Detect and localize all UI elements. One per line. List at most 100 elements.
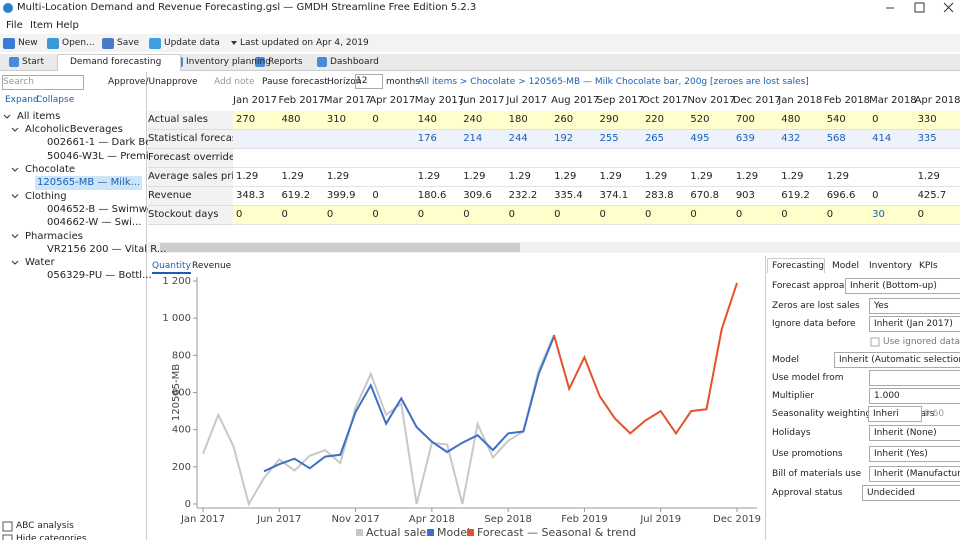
table-cell — [233, 130, 280, 149]
tree-option[interactable]: ABC analysis — [16, 521, 74, 531]
tab[interactable]: Start — [22, 57, 44, 67]
maximize[interactable] — [914, 2, 925, 13]
collapse-link[interactable]: Collapse — [36, 95, 75, 105]
add-note[interactable]: Add note — [214, 77, 255, 87]
tree-item[interactable]: 004662-W — Swi... — [47, 217, 142, 228]
series-line — [552, 282, 738, 436]
horizon-unit: months — [386, 77, 420, 87]
tree-item[interactable]: 056329-PU — Bottl... — [47, 270, 152, 281]
table-cell[interactable] — [369, 149, 416, 168]
tree-item[interactable]: VR2156 200 — Vital R... — [47, 243, 167, 255]
table-cell: 903 — [732, 187, 780, 206]
expand-link[interactable]: Expand — [5, 95, 39, 105]
tab[interactable]: Reports — [268, 57, 303, 67]
toolbar-button[interactable]: Update data — [164, 38, 220, 48]
tree-group[interactable]: Pharmacies — [25, 230, 83, 242]
field-input[interactable]: Inheri — [868, 406, 922, 422]
table-cell[interactable] — [914, 149, 960, 168]
table-cell[interactable] — [414, 149, 462, 168]
table-cell[interactable] — [732, 149, 780, 168]
search-box[interactable]: Search — [2, 75, 84, 90]
table-cell[interactable] — [505, 149, 553, 168]
table-cell[interactable] — [869, 149, 916, 168]
table-cell: 0 — [641, 206, 689, 225]
menu-item[interactable]: Help — [56, 20, 79, 31]
toolbar-button[interactable]: Open... — [62, 38, 95, 48]
menu-item[interactable]: File — [6, 20, 23, 31]
field-input[interactable]: Inherit (Yes) — [869, 446, 960, 462]
tree-item[interactable]: 002661-1 — Dark Bee... — [47, 137, 168, 148]
table-cell[interactable] — [278, 149, 325, 168]
horizon-label: Horizon — [327, 77, 362, 87]
horizon-input[interactable]: 12 — [355, 74, 383, 89]
field-input[interactable]: Inherit (Automatic selection) — [834, 352, 960, 368]
menu-item[interactable]: Item — [30, 20, 53, 31]
dropdown-arrow — [231, 41, 237, 45]
tree-item[interactable]: 004652-B — Swimwe... — [47, 203, 163, 215]
field-input[interactable] — [869, 370, 960, 386]
column-header: Sep 2017 — [596, 95, 644, 106]
tab[interactable]: Dashboard — [330, 57, 379, 67]
table-cell: 0 — [596, 206, 643, 225]
tree-item[interactable]: 50046-W3L — Premiu... — [47, 150, 165, 162]
chart-tab[interactable]: Quantity — [152, 261, 191, 274]
side-tab[interactable]: Model — [832, 261, 860, 271]
row-header: Forecast overrides — [148, 149, 240, 168]
table-cell — [323, 130, 371, 149]
field-input[interactable]: Yes — [869, 298, 960, 314]
column-header: Aug 2017 — [551, 95, 600, 106]
column-header: Jun 2017 — [460, 95, 505, 106]
tree-root[interactable]: All items — [17, 111, 61, 122]
breadcrumb[interactable]: All items > Chocolate > 120565-MB — Milk… — [418, 77, 809, 87]
tree-group[interactable]: Clothing — [25, 190, 67, 202]
table-cell[interactable] — [323, 149, 371, 168]
tree-item[interactable]: 120565-MB — Milk... — [35, 176, 143, 190]
table-cell: 220 — [641, 111, 689, 130]
table-cell[interactable] — [641, 149, 689, 168]
tab[interactable]: Inventory planning — [186, 57, 271, 67]
field-input[interactable]: Inherit (Manufacture) — [869, 466, 960, 482]
field-checkbox-label[interactable]: Use ignored data for seasonalit — [883, 337, 960, 347]
side-tab[interactable]: KPIs — [919, 261, 938, 271]
table-cell[interactable] — [596, 149, 643, 168]
approve-button[interactable]: Approve/Unapprove — [108, 77, 198, 87]
field-input[interactable]: Inherit (None) — [869, 425, 960, 441]
table-cell: 330 — [914, 111, 960, 130]
tree-group[interactable]: Chocolate — [25, 164, 76, 175]
table-cell: 0 — [869, 187, 916, 206]
tree-option[interactable]: Hide categories — [16, 534, 87, 540]
tree-chevron — [11, 234, 19, 239]
tab[interactable]: Demand forecasting — [70, 57, 162, 67]
scroll-thumb[interactable] — [160, 243, 520, 252]
tree-group[interactable]: AlcoholicBeverages — [25, 124, 123, 135]
row-header: Actual sales — [148, 111, 233, 130]
pause-forecast[interactable]: Pause forecast — [262, 77, 328, 87]
y-tick-label: 0 — [185, 499, 191, 510]
tab-strip — [0, 54, 960, 71]
table-cell[interactable] — [460, 149, 507, 168]
field-label: Multiplier — [772, 391, 814, 401]
field-input[interactable]: Undecided — [862, 485, 960, 501]
close[interactable] — [943, 2, 954, 13]
table-cell: 619.2 — [778, 187, 825, 206]
table-cell[interactable] — [823, 149, 871, 168]
toolbar-button[interactable]: New — [18, 38, 38, 48]
table-cell[interactable] — [778, 149, 825, 168]
field-input[interactable]: Inherit (Bottom-up) — [845, 278, 960, 294]
table-cell[interactable] — [233, 149, 280, 168]
field-input[interactable]: 1.000 — [869, 388, 960, 404]
chart-tab[interactable]: Revenue — [192, 261, 232, 271]
table-cell[interactable] — [687, 149, 734, 168]
tree-group[interactable]: Water — [25, 257, 55, 268]
table-cell: 1.29 — [414, 168, 462, 187]
table-cell[interactable] — [551, 149, 598, 168]
side-tab[interactable]: Forecasting — [772, 261, 825, 271]
x-tick-label: Apr 2018 — [409, 514, 455, 525]
table-cell: 1.29 — [323, 168, 371, 187]
table-cell: 1.29 — [551, 168, 598, 187]
side-tab[interactable]: Inventory — [869, 261, 912, 271]
y-axis-label: 120565-MB — [171, 364, 182, 421]
field-label: Holidays — [772, 428, 811, 438]
toolbar-button[interactable]: Save — [117, 38, 140, 48]
field-input[interactable]: Inherit (Jan 2017) — [869, 316, 960, 332]
